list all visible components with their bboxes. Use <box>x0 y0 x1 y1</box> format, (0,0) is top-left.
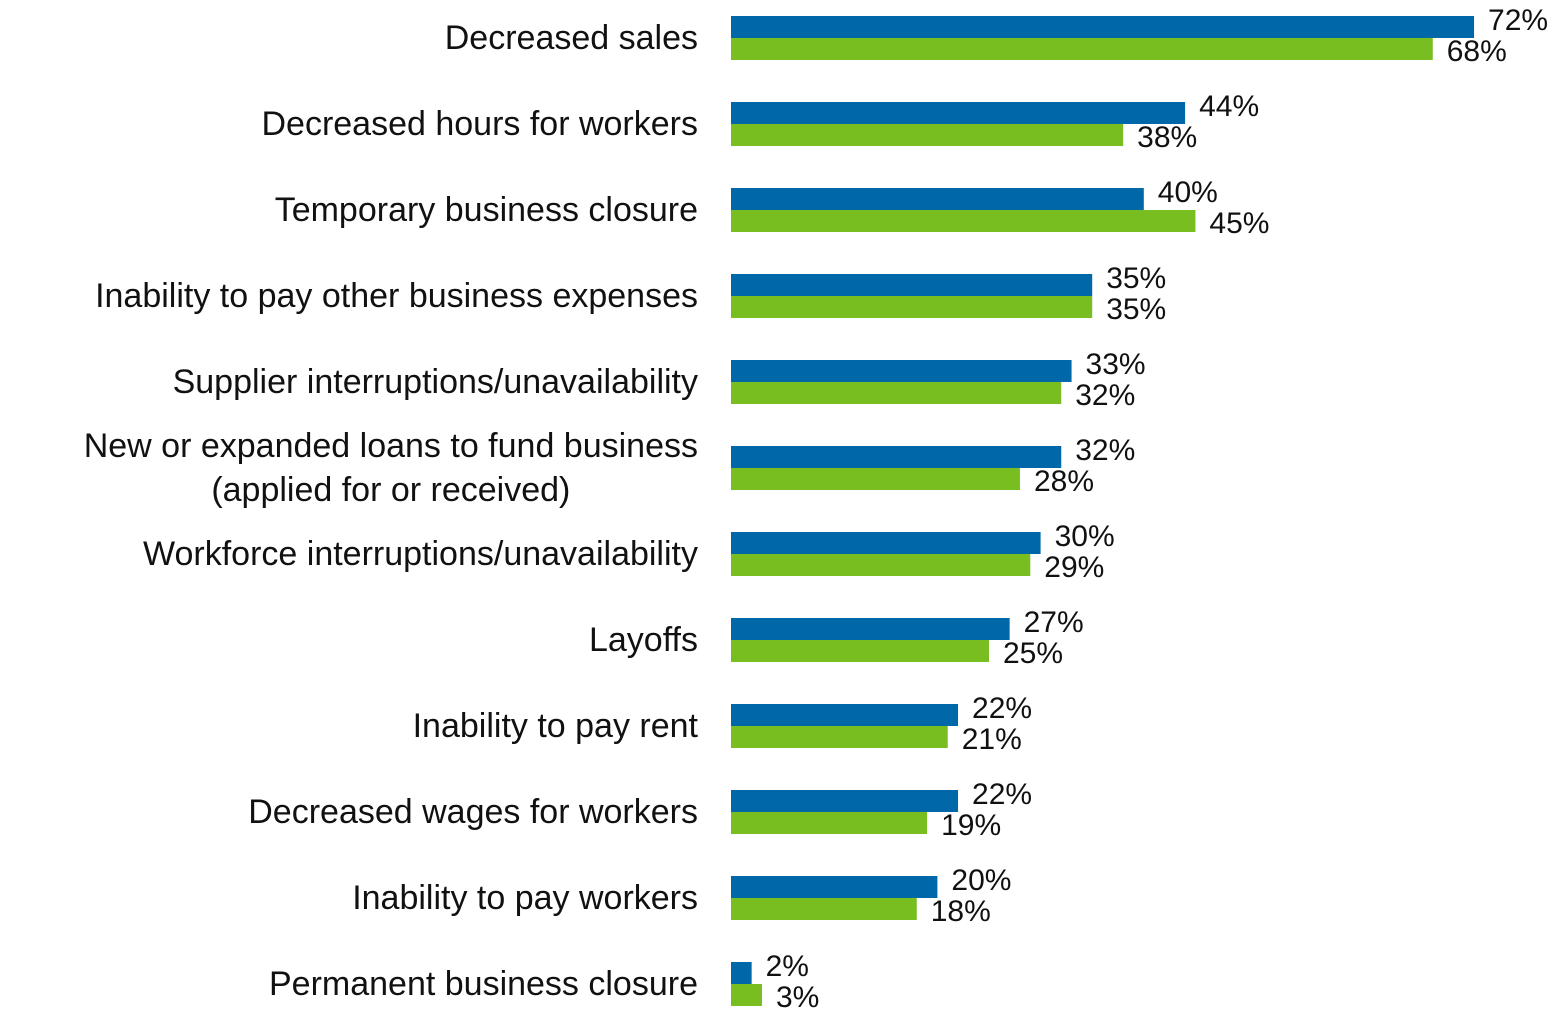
bar <box>731 640 989 662</box>
category-label: Layoffs <box>588 621 698 659</box>
bar <box>731 446 1062 468</box>
bar <box>731 618 1010 640</box>
value-label: 27% <box>1024 606 1084 639</box>
bar <box>731 898 917 920</box>
value-label: 30% <box>1055 520 1115 553</box>
bar <box>731 468 1020 490</box>
value-label: 3% <box>776 981 819 1009</box>
value-label: 29% <box>1044 551 1104 584</box>
value-label: 35% <box>1106 262 1166 295</box>
bar <box>731 296 1093 318</box>
bar <box>731 188 1144 210</box>
bar <box>731 962 752 984</box>
category-label: Decreased hours for workers <box>261 105 698 143</box>
bar <box>731 102 1186 124</box>
category-label: Inability to pay rent <box>412 707 698 745</box>
value-label: 32% <box>1075 379 1135 412</box>
category-label: Temporary business closure <box>274 191 698 229</box>
bar <box>731 790 959 812</box>
value-label: 68% <box>1447 35 1507 68</box>
bar <box>731 360 1072 382</box>
category-label: Supplier interruptions/unavailability <box>172 363 698 401</box>
value-label: 22% <box>972 692 1032 725</box>
value-label: 18% <box>931 895 991 928</box>
value-label: 19% <box>941 809 1001 842</box>
bar <box>731 210 1196 232</box>
value-label: 2% <box>766 950 809 983</box>
bar <box>731 38 1433 60</box>
bar <box>731 984 762 1006</box>
value-label: 33% <box>1086 348 1146 381</box>
value-label: 25% <box>1003 637 1063 670</box>
category-label: Inability to pay other business expenses <box>95 277 698 315</box>
bar <box>731 876 938 898</box>
category-label: New or expanded loans to fund business (… <box>83 427 698 509</box>
value-label: 38% <box>1137 121 1197 154</box>
category-label: Decreased sales <box>444 19 698 57</box>
bar <box>731 16 1475 38</box>
bar <box>731 554 1031 576</box>
bar <box>731 382 1062 404</box>
value-label: 45% <box>1209 207 1269 240</box>
bar <box>731 726 948 748</box>
value-label: 32% <box>1075 434 1135 467</box>
value-label: 22% <box>972 778 1032 811</box>
value-label: 21% <box>962 723 1022 756</box>
bar <box>731 124 1124 146</box>
category-label: Workforce interruptions/unavailability <box>143 535 698 573</box>
bar <box>731 274 1093 296</box>
category-label: Decreased wages for workers <box>248 793 698 831</box>
value-label: 20% <box>951 864 1011 897</box>
value-label: 40% <box>1158 176 1218 209</box>
bar <box>731 704 959 726</box>
value-label: 28% <box>1034 465 1094 498</box>
category-label: Permanent business closure <box>268 965 698 1003</box>
bar <box>731 532 1041 554</box>
bar <box>731 812 928 834</box>
value-label: 72% <box>1488 4 1548 37</box>
value-label: 44% <box>1199 90 1259 123</box>
category-label: Inability to pay workers <box>352 879 698 917</box>
value-label: 35% <box>1106 293 1166 326</box>
